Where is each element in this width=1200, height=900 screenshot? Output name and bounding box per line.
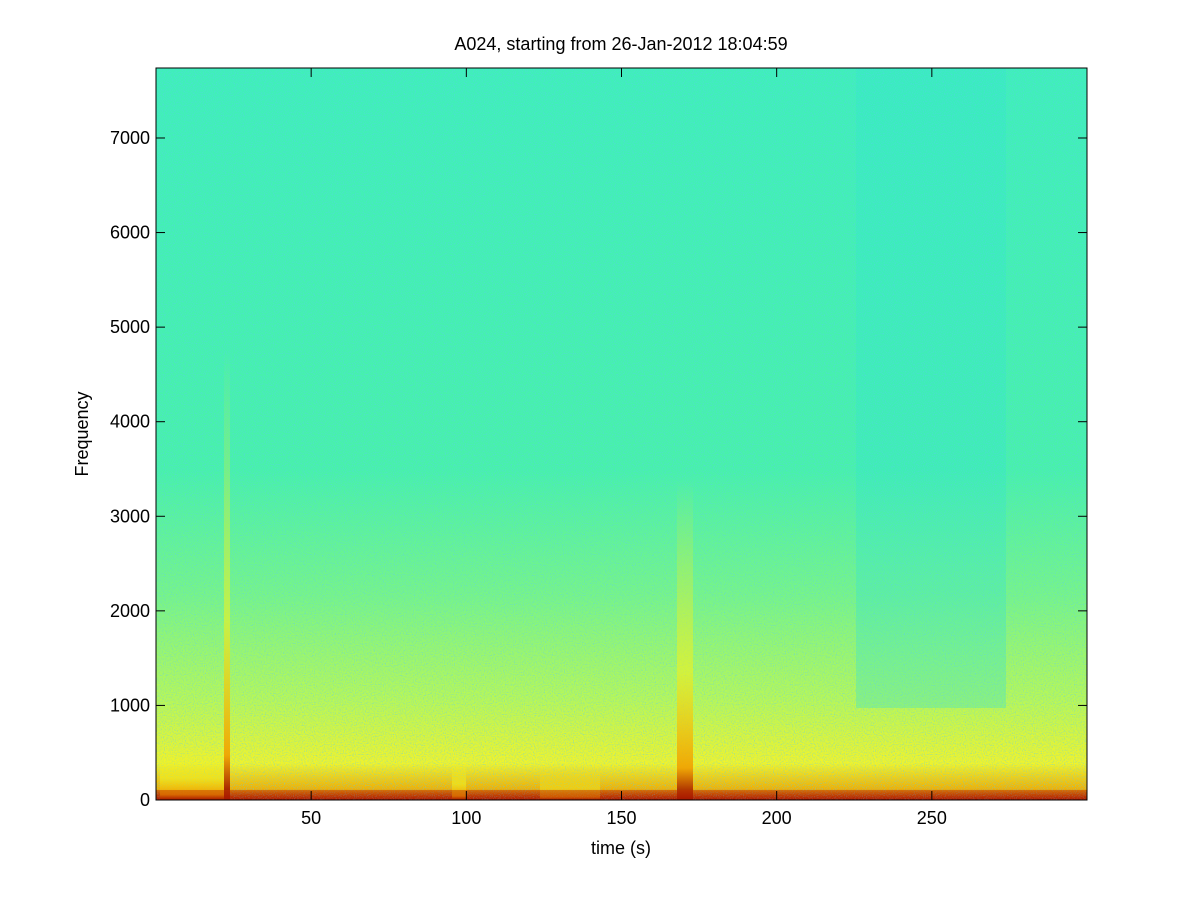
y-tick-label: 6000 (110, 223, 150, 243)
plot-area (155, 67, 1088, 801)
y-tick-label: 3000 (110, 506, 150, 526)
y-tick-label: 4000 (110, 412, 150, 432)
x-tick-label: 150 (606, 808, 636, 828)
x-tick-label: 100 (451, 808, 481, 828)
y-tick-label: 5000 (110, 317, 150, 337)
x-tick-label: 50 (301, 808, 321, 828)
x-tick-label: 250 (917, 808, 947, 828)
spectrogram-burst (677, 480, 693, 800)
chart-title: A024, starting from 26-Jan-2012 18:04:59 (454, 34, 787, 54)
spectrogram-noise (156, 68, 1087, 800)
spectrogram-burst (540, 770, 600, 800)
spectrogram-burst (452, 760, 466, 800)
y-tick-label: 1000 (110, 695, 150, 715)
y-axis-label: Frequency (72, 391, 92, 476)
y-tick-label: 0 (140, 790, 150, 810)
x-axis-label: time (s) (591, 838, 651, 858)
spectrogram-burst (160, 745, 230, 800)
x-tick-label: 200 (762, 808, 792, 828)
y-tick-label: 7000 (110, 128, 150, 148)
spectrogram-burst (224, 350, 230, 800)
y-tick-label: 2000 (110, 601, 150, 621)
